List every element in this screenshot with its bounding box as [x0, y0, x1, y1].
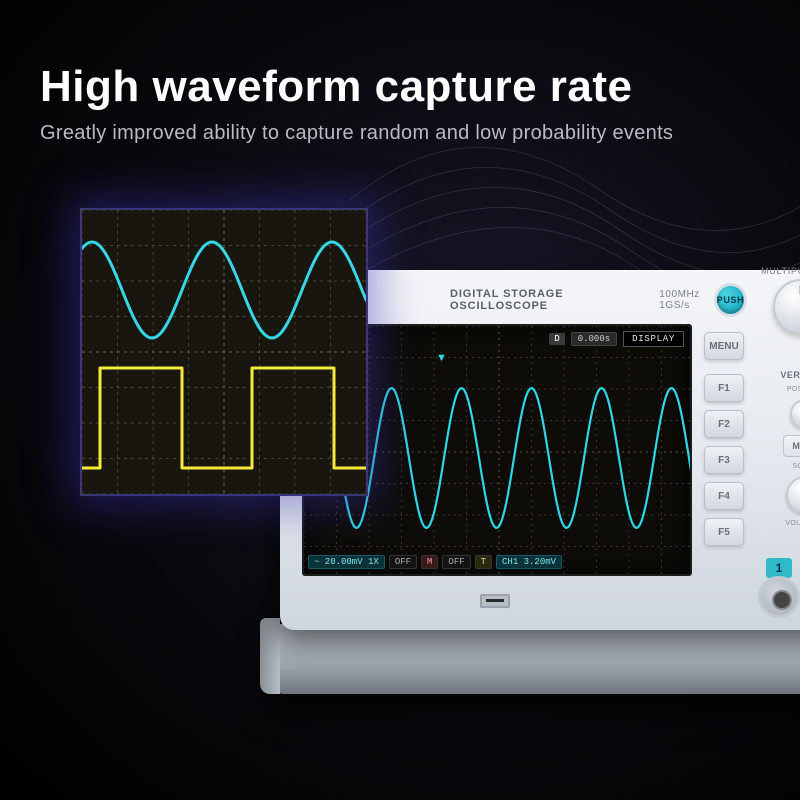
channel-1-badge: 1 — [766, 558, 792, 578]
scale-knob[interactable] — [786, 476, 800, 514]
device-title: DIGITAL STORAGE OSCILLOSCOPE — [450, 288, 645, 312]
device-base — [272, 624, 800, 694]
f2-button[interactable]: F2 — [704, 410, 744, 438]
push-button[interactable]: PUSH — [714, 283, 747, 317]
multipurpose-knob[interactable] — [773, 279, 800, 335]
scale-label: SCALE — [793, 463, 800, 470]
screen-display-label: DISPLAY — [623, 331, 684, 347]
usb-port-icon — [480, 594, 510, 608]
f4-button[interactable]: F4 — [704, 482, 744, 510]
f1-button[interactable]: F1 — [704, 374, 744, 402]
f3-button[interactable]: F3 — [704, 446, 744, 474]
ch-read-chip: CH1 3.20mV — [496, 555, 562, 569]
multipurpose-label: MULTIPURPOSE — [761, 266, 800, 276]
f5-button[interactable]: F5 — [704, 518, 744, 546]
screen-time: 0.000s — [571, 332, 617, 346]
menu-button[interactable]: MENU — [704, 332, 744, 360]
screen-d-label: D — [549, 333, 564, 345]
off-chip-2: OFF — [442, 555, 470, 569]
hero-headline: High waveform capture rate — [40, 62, 633, 112]
trigger-marker-icon: ▼ — [436, 352, 447, 364]
math-button[interactable]: MATH — [783, 435, 800, 457]
position-knob[interactable] — [790, 399, 800, 429]
bnc-connector[interactable] — [758, 576, 800, 618]
position-label: POSITION — [787, 386, 800, 393]
soft-button-column: MENU F1 F2 F3 F4 F5 — [704, 332, 744, 546]
off-chip-1: OFF — [389, 555, 417, 569]
voltsdiv-label: VOLTS/DIV — [785, 520, 800, 527]
device-spec: 100MHz1GS/s — [659, 289, 700, 311]
t-chip: T — [475, 555, 492, 569]
vertical-label: VERTICAL — [780, 370, 800, 380]
callout-chart — [82, 210, 366, 494]
ch-scale-readout: ~ 20.00mV 1X — [308, 555, 385, 569]
m-chip: M — [421, 555, 438, 569]
hero-subhead: Greatly improved ability to capture rand… — [40, 122, 673, 145]
vertical-panel: VERTICAL POSITION MATH SCALE VOLTS/DIV — [778, 370, 800, 527]
waveform-callout — [82, 210, 366, 494]
